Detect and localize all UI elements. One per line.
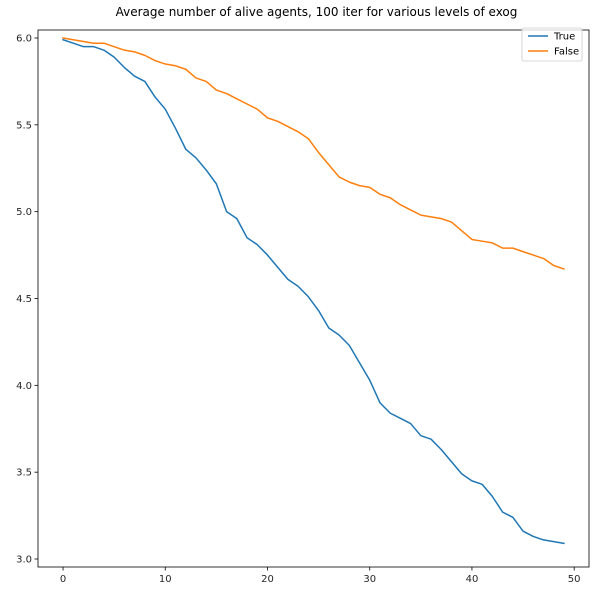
x-tick-label: 50 <box>568 574 581 585</box>
series-line-false <box>62 37 565 270</box>
y-tick-label: 3.5 <box>16 468 32 479</box>
y-tick-label: 4.5 <box>16 294 32 305</box>
x-tick-label: 30 <box>363 574 376 585</box>
y-tick-label: 6.0 <box>16 33 32 44</box>
legend: True False <box>521 27 583 62</box>
y-tick-label: 3.0 <box>16 555 32 566</box>
y-tick-label: 4.0 <box>16 381 32 392</box>
plot-area <box>38 30 595 567</box>
legend-label-true: True <box>553 32 575 43</box>
x-tick-label: 40 <box>466 574 479 585</box>
series-layer <box>62 37 565 545</box>
x-tick-label: 10 <box>159 574 172 585</box>
x-tick-label: 20 <box>261 574 274 585</box>
y-tick-label: 5.0 <box>16 207 32 218</box>
ticks-layer: 0 10 20 30 40 50 3.0 3.5 4.0 4.5 5.0 5.5 6.0 <box>16 33 580 585</box>
x-tick-label: 0 <box>60 574 66 585</box>
legend-label-false: False <box>554 47 579 58</box>
series-line-true <box>62 38 565 545</box>
y-tick-label: 5.5 <box>16 120 32 131</box>
chart-title: Average number of alive agents, 100 iter… <box>116 5 518 19</box>
